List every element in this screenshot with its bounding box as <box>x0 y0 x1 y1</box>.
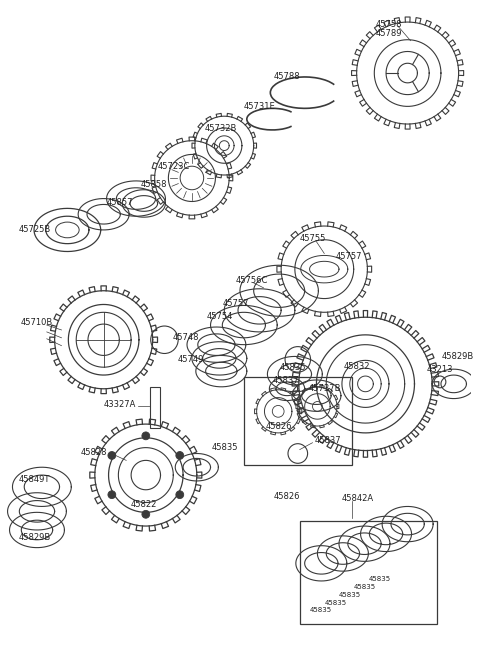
Text: 45749: 45749 <box>177 355 204 364</box>
Text: 45849T: 45849T <box>18 476 50 485</box>
Text: 45835: 45835 <box>324 599 347 605</box>
Text: 43213: 43213 <box>426 365 453 373</box>
Text: 45828: 45828 <box>81 448 108 457</box>
Circle shape <box>142 432 150 440</box>
Text: 45857: 45857 <box>107 198 133 207</box>
Text: 45826: 45826 <box>273 492 300 501</box>
Text: 45731E: 45731E <box>244 102 276 111</box>
Text: 45837: 45837 <box>314 436 341 445</box>
Text: 45755: 45755 <box>300 234 326 243</box>
Text: 45788: 45788 <box>273 73 300 81</box>
Text: 45732B: 45732B <box>204 124 237 134</box>
Bar <box>150 387 159 428</box>
Text: 45835: 45835 <box>310 607 332 613</box>
Text: 45756C: 45756C <box>236 276 268 286</box>
Text: 45725B: 45725B <box>18 225 50 234</box>
Circle shape <box>108 491 116 498</box>
Text: 45835: 45835 <box>368 576 391 582</box>
Text: 45710B: 45710B <box>20 318 52 327</box>
Text: 45723C: 45723C <box>157 162 190 171</box>
Text: 45842A: 45842A <box>342 494 374 503</box>
Circle shape <box>142 510 150 518</box>
Bar <box>300 521 437 624</box>
Text: 45835: 45835 <box>279 363 306 371</box>
Text: 43327A: 43327A <box>104 400 136 409</box>
Text: 45754: 45754 <box>206 312 233 321</box>
Text: 45757: 45757 <box>336 252 362 261</box>
Text: 45832: 45832 <box>344 362 371 371</box>
Text: 45829B: 45829B <box>442 352 474 361</box>
Circle shape <box>176 451 184 459</box>
Text: 45748: 45748 <box>172 333 199 343</box>
Text: 45789: 45789 <box>375 29 402 39</box>
Bar <box>244 377 352 465</box>
Text: 45822: 45822 <box>130 500 156 509</box>
Text: 45826: 45826 <box>265 422 292 430</box>
Text: 45835: 45835 <box>354 584 376 590</box>
Text: 45758: 45758 <box>375 20 402 29</box>
Text: 45757: 45757 <box>222 299 249 308</box>
Text: 45858: 45858 <box>141 180 168 189</box>
Text: 45835: 45835 <box>339 591 361 598</box>
Text: 45737B: 45737B <box>309 384 341 393</box>
Text: 45829B: 45829B <box>18 533 50 542</box>
Text: 45837: 45837 <box>272 377 299 385</box>
Circle shape <box>176 491 184 498</box>
Circle shape <box>108 451 116 459</box>
Text: 45835: 45835 <box>212 443 238 452</box>
